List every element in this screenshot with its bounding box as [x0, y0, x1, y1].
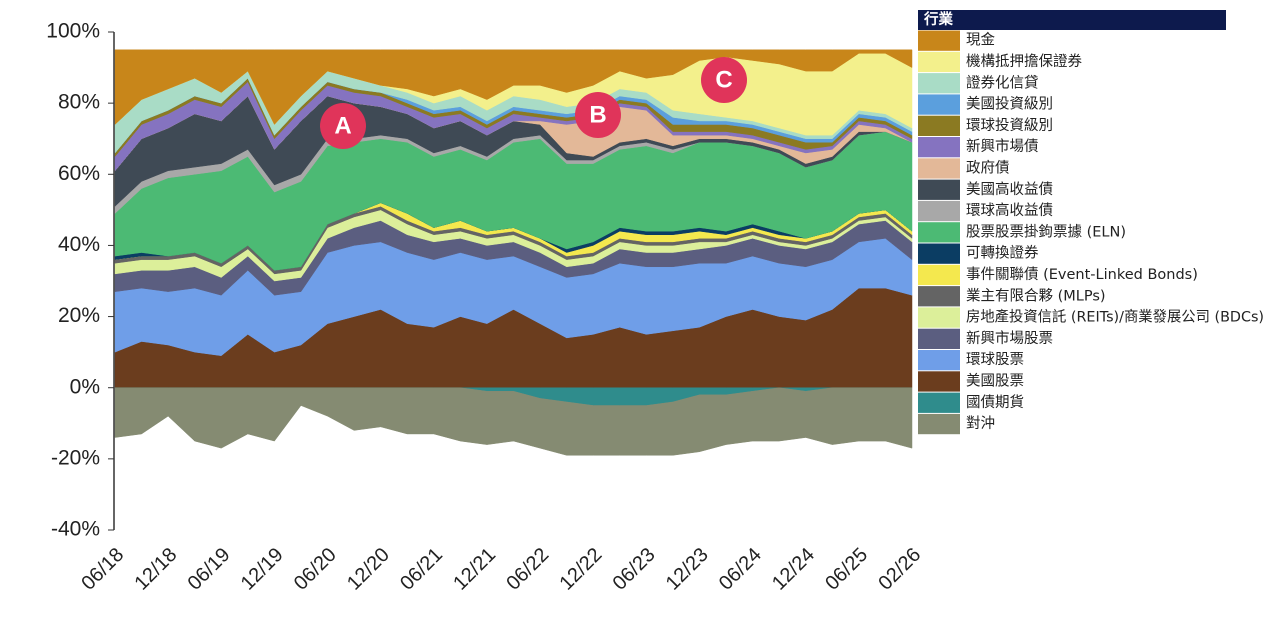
legend-swatch — [918, 222, 960, 243]
x-tick-label: 06/20 — [290, 544, 341, 595]
legend-label: 機構抵押擔保證券 — [966, 53, 1082, 70]
legend-label: 環球投資級別 — [966, 117, 1053, 134]
legend-swatch — [918, 200, 960, 222]
legend-label: 事件關聯債 (Event-Linked Bonds) — [966, 266, 1198, 283]
area — [114, 49, 913, 126]
legend-label: 證券化信貸 — [966, 74, 1039, 91]
y-tick-label: 20% — [58, 304, 100, 327]
x-tick-label: 06/23 — [609, 544, 660, 595]
x-tick-label: 12/22 — [556, 544, 607, 595]
x-tick-label: 12/21 — [449, 544, 500, 595]
legend-label: 國債期貨 — [966, 394, 1024, 411]
x-tick-label: 06/19 — [184, 544, 235, 595]
legend-label: 現金 — [966, 32, 995, 49]
plot-areas — [114, 49, 913, 456]
legend-label: 環球股票 — [966, 351, 1024, 368]
y-tick-label: -20% — [51, 446, 100, 469]
x-tick-label: 06/25 — [821, 544, 872, 595]
y-tick-label: 60% — [58, 162, 100, 185]
legend-label: 環球高收益債 — [966, 202, 1053, 219]
legend-label: 政府債 — [966, 159, 1010, 176]
area — [114, 387, 913, 456]
legend-label: 股票股票掛鉤票據 (ELN) — [966, 223, 1126, 240]
annotation-label: B — [589, 101, 606, 128]
legend-swatch — [918, 137, 960, 158]
annotation-marker — [320, 103, 366, 149]
legend-swatch — [918, 328, 960, 349]
legend-swatch — [918, 350, 960, 371]
legend-swatch — [918, 158, 960, 179]
x-tick-label: 12/20 — [343, 544, 394, 595]
legend-swatch — [918, 30, 960, 51]
legend-swatch — [918, 307, 960, 328]
annotation-label: A — [334, 112, 351, 139]
x-tick-label: 06/21 — [396, 544, 447, 595]
legend-swatch — [918, 371, 960, 392]
y-tick-label: 80% — [58, 91, 100, 114]
legend-label: 可轉換證券 — [966, 245, 1039, 262]
annotation-label: C — [715, 66, 732, 93]
legend-swatch — [918, 73, 960, 94]
legend-label: 美國高收益債 — [966, 181, 1053, 198]
x-tick-label: 06/24 — [715, 544, 766, 595]
x-tick-label: 12/24 — [768, 544, 819, 595]
legend-swatch — [918, 413, 960, 435]
annotation-marker — [575, 92, 621, 138]
y-tick-label: 0% — [70, 375, 100, 398]
legend-header — [918, 10, 1226, 30]
legend-label: 對沖 — [966, 415, 995, 432]
x-tick-label: 12/23 — [662, 544, 713, 595]
legend-swatch — [918, 51, 960, 73]
y-tick-label: 100% — [46, 20, 100, 43]
x-tick-label: 02/26 — [874, 544, 925, 595]
x-tick-label: 12/19 — [237, 544, 288, 595]
legend-swatch — [918, 286, 960, 307]
legend-swatch — [918, 392, 960, 413]
x-tick-label: 06/18 — [77, 544, 128, 595]
legend-swatch — [918, 94, 960, 115]
legend-swatch — [918, 179, 960, 200]
annotation-marker — [701, 57, 747, 103]
legend-label: 美國投資級別 — [966, 96, 1053, 113]
legend-label: 新興市場股票 — [966, 330, 1053, 347]
y-tick-label: -40% — [51, 518, 100, 541]
legend-swatch — [918, 243, 960, 264]
legend-swatch — [918, 115, 960, 136]
legend-swatch — [918, 264, 960, 286]
x-tick-label: 06/22 — [502, 544, 553, 595]
legend-label: 業主有限合夥 (MLPs) — [966, 287, 1106, 304]
x-tick-label: 12/18 — [130, 544, 181, 595]
legend-title: 行業 — [923, 10, 953, 28]
legend-label: 房地產投資信託 (REITs)/商業發展公司 (BDCs) — [966, 309, 1264, 326]
legend-label: 美國股票 — [966, 372, 1024, 389]
legend-label: 新興市場債 — [966, 138, 1039, 155]
y-tick-label: 40% — [58, 233, 100, 256]
